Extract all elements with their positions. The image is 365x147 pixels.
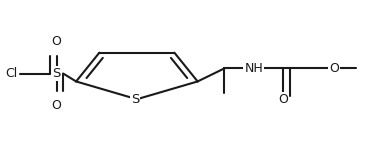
Text: O: O bbox=[51, 99, 62, 112]
Text: O: O bbox=[51, 35, 62, 48]
Text: NH: NH bbox=[244, 62, 263, 75]
Text: O: O bbox=[329, 62, 339, 75]
Text: Cl: Cl bbox=[5, 67, 17, 80]
Text: S: S bbox=[53, 67, 61, 80]
Text: O: O bbox=[278, 93, 288, 106]
Text: S: S bbox=[131, 93, 139, 106]
